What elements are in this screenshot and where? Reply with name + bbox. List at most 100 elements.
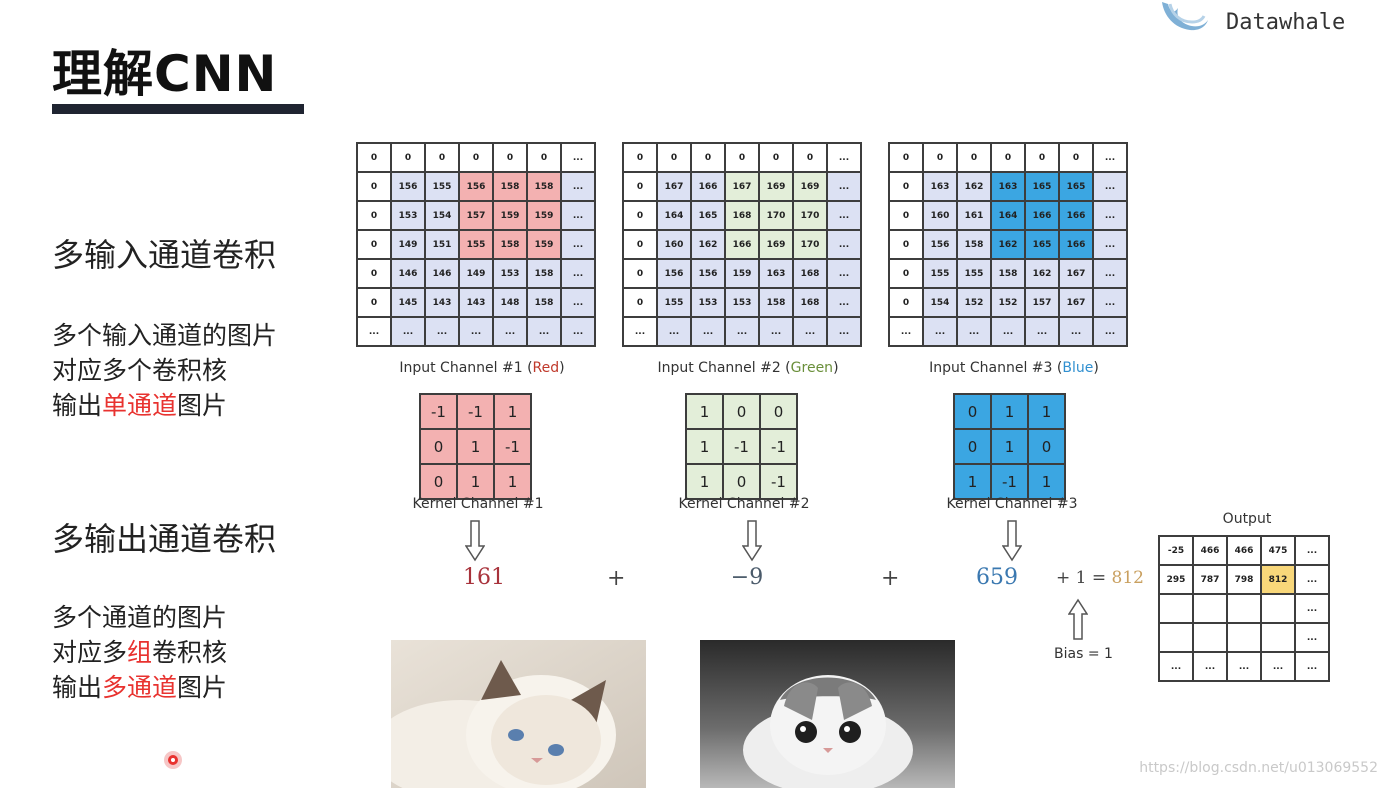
grid-cell: 0 [356, 171, 392, 202]
grid-cell: ... [1092, 142, 1128, 173]
grid-cell: 0 [622, 142, 658, 173]
desc-line: 多个通道的图片 [52, 600, 227, 635]
desc-text: 多个通道的图片 [52, 603, 228, 632]
grid-cell: 0 [356, 200, 392, 231]
grid-cell: 155 [956, 258, 992, 289]
caption-prefix: Input Channel #2 ( [657, 360, 791, 376]
grid-cell: 0 [622, 171, 658, 202]
grid-cell: 163 [990, 171, 1026, 202]
grid-cell: 166 [1058, 229, 1094, 260]
grid-cell: 159 [526, 229, 562, 260]
grid-cell: 155 [424, 171, 460, 202]
grid-cell: 164 [656, 200, 692, 231]
grid-cell: 159 [492, 200, 528, 231]
output-cell: 295 [1158, 564, 1194, 595]
output-cell: 812 [1260, 564, 1296, 595]
grid-cell: 0 [888, 258, 924, 289]
output-title: Output [1222, 511, 1272, 527]
grid-cell: 167 [1058, 258, 1094, 289]
heading-multi-output-conv: 多输出通道卷积 [52, 520, 277, 558]
grid-cell: ... [560, 229, 596, 260]
grid-cell: 158 [956, 229, 992, 260]
kernel-cell: 0 [759, 393, 798, 430]
grid-cell: 0 [888, 229, 924, 260]
grid-cell: 143 [424, 287, 460, 318]
grid-cell: 165 [690, 200, 726, 231]
desc-text: 图片 [177, 391, 228, 420]
grid-cell: 0 [458, 142, 494, 173]
result-channel-2: −9 [730, 565, 764, 590]
input-channel-1-grid: 0 0 0 0 0 0... 0 156 155 156 158 158... 0 153 154 157 15… [356, 142, 596, 347]
caption-prefix: Input Channel #3 ( [929, 360, 1063, 376]
grid-cell: 164 [990, 200, 1026, 231]
output-cell: ... [1226, 651, 1262, 682]
output-cell: 475 [1260, 535, 1296, 566]
grid-cell: ... [356, 316, 392, 347]
grid-cell: 157 [458, 200, 494, 231]
output-cell [1226, 622, 1262, 653]
input-channel-3-grid: 0 0 0 0 0 0... 0 163 162 163 165 165... 0 160 161 164 16… [888, 142, 1128, 347]
caption-color-word: Blue [1062, 360, 1094, 376]
grid-cell: ... [560, 287, 596, 318]
kernel-channel-2-caption: Kernel Channel #2 [678, 496, 810, 512]
bias-expression-result: 812 [1111, 568, 1144, 588]
grid-cell: 148 [492, 287, 528, 318]
grid-cell: ... [826, 171, 862, 202]
kernel-cell: 1 [685, 428, 724, 465]
kernel-cell: 0 [953, 428, 992, 465]
grid-cell: ... [826, 229, 862, 260]
caption-suffix: ) [833, 360, 839, 376]
caption-color-word: Red [532, 360, 560, 376]
plus-sign: + [607, 566, 626, 591]
output-cell: ... [1294, 535, 1330, 566]
grid-cell: 154 [922, 287, 958, 318]
grid-cell: ... [1092, 200, 1128, 231]
output-cell: -25 [1158, 535, 1194, 566]
grid-cell: 160 [656, 229, 692, 260]
grid-cell: 157 [1024, 287, 1060, 318]
grid-cell: 166 [1058, 200, 1094, 231]
grid-cell: 0 [888, 171, 924, 202]
grid-cell: 160 [922, 200, 958, 231]
grid-cell: 162 [690, 229, 726, 260]
grid-cell: ... [1092, 229, 1128, 260]
output-grid: -25 466 466 475... 295 787 798 812.............… [1158, 535, 1330, 682]
grid-cell: ... [888, 316, 924, 347]
arrow-down-icon [742, 520, 762, 562]
grid-cell: 153 [724, 287, 760, 318]
bias-expression-prefix: + 1 = [1056, 568, 1112, 588]
grid-cell: ... [560, 200, 596, 231]
kernel-cell: 1 [493, 393, 532, 430]
kernel-cell: 0 [953, 393, 992, 430]
output-cell [1192, 622, 1228, 653]
grid-cell: ... [826, 200, 862, 231]
grid-cell: 161 [956, 200, 992, 231]
grid-cell: 143 [458, 287, 494, 318]
grid-cell: 0 [622, 287, 658, 318]
output-cell: 466 [1192, 535, 1228, 566]
cat-photo-scottish-fold [700, 640, 955, 788]
caption-suffix: ) [559, 360, 565, 376]
desc-text: 多个输入通道的图片 [52, 321, 278, 350]
grid-cell: 166 [690, 171, 726, 202]
grid-cell: 0 [356, 287, 392, 318]
grid-cell: ... [458, 316, 494, 347]
grid-cell: ... [826, 287, 862, 318]
output-cell: ... [1158, 651, 1194, 682]
desc-line: 多个输入通道的图片 [52, 318, 277, 353]
kernel-cell: 0 [1027, 428, 1066, 465]
kernel-channel-1-caption: Kernel Channel #1 [412, 496, 544, 512]
grid-cell: 159 [526, 200, 562, 231]
grid-cell: 168 [792, 258, 828, 289]
grid-cell: 149 [458, 258, 494, 289]
grid-cell: 156 [922, 229, 958, 260]
datawhale-logo-icon [1162, 2, 1208, 31]
caption-color-word: Green [790, 360, 834, 376]
grid-cell: 167 [724, 171, 760, 202]
grid-cell: ... [826, 258, 862, 289]
desc-text: 图片 [177, 673, 228, 702]
grid-cell: 0 [990, 142, 1026, 173]
kernel-cell: 0 [419, 428, 458, 465]
grid-cell: 155 [922, 258, 958, 289]
output-cell [1226, 593, 1262, 624]
